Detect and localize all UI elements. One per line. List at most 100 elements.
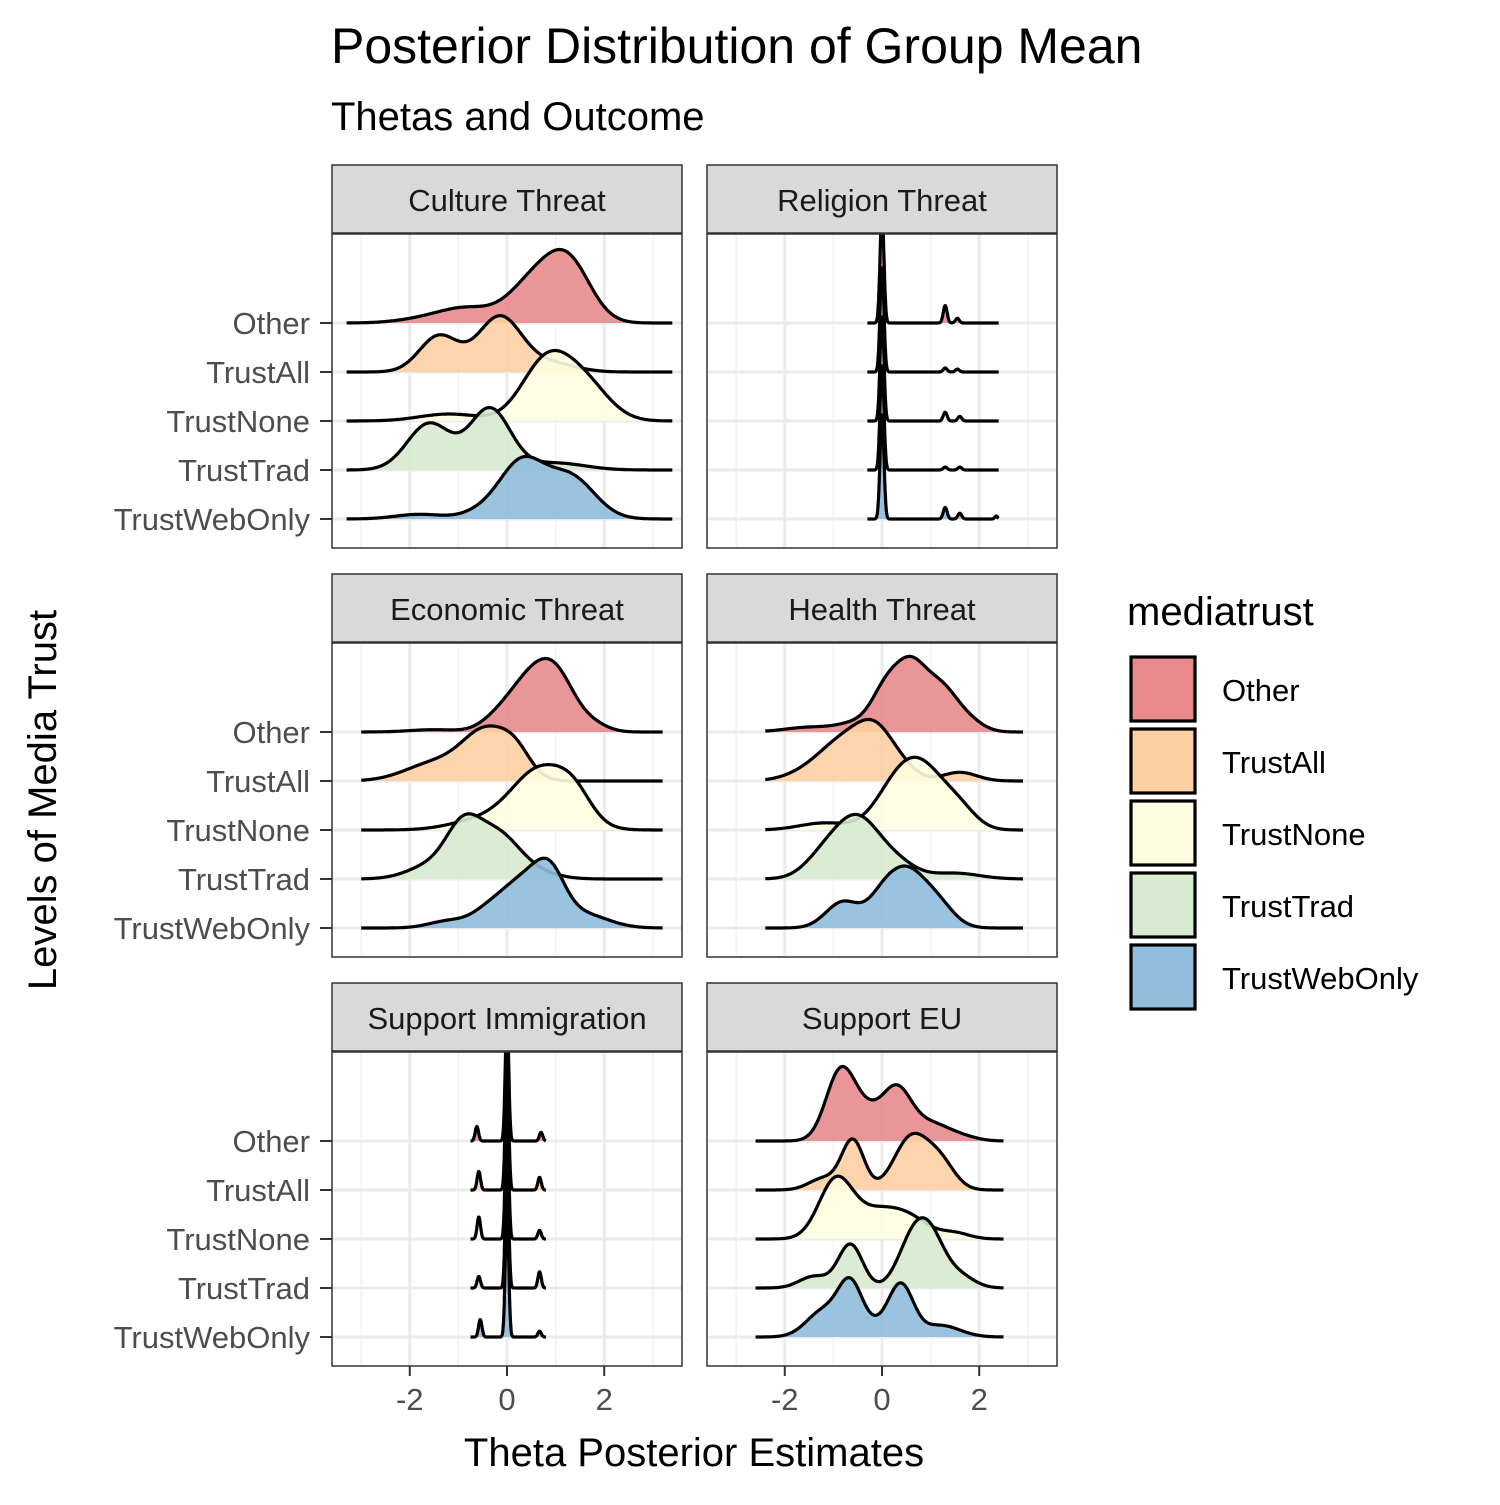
ridge-fill-trustwebonly [755,1277,1004,1337]
ridge-line-other [360,656,664,734]
ridge-line-trustnone [764,755,1024,832]
legend-label: TrustAll [1222,745,1326,780]
y-tick-label: TrustNone [166,404,310,439]
panel-support-immigration: Support Immigration Other TrustAll TrustNon… [114,982,683,1417]
y-tick-label: TrustAll [206,764,310,799]
ridge-line-trustall [345,314,674,374]
facet-strip [706,573,1058,643]
legend-item-trusttrad: TrustTrad [1129,871,1354,939]
legend-key [1129,871,1197,939]
ridges [469,1052,548,1339]
ridge-line-trusttrad [764,812,1024,881]
ridge-fill-trustnone [346,350,673,421]
ridge-line-trusttrad [754,1216,1005,1290]
ridges [866,234,1000,521]
panel-economic-threat: Economic Threat Other TrustAll TrustNone Tru… [114,573,683,958]
ridge-line-trustnone [866,315,1000,423]
ridge-fill-trustwebonly [361,858,663,928]
legend-key [1129,727,1197,795]
facet-panels: Culture Threat Other TrustAll TrustNone Trus… [114,164,1058,1417]
chart-subtitle: Thetas and Outcome [331,95,705,139]
legend-item-trustnone: TrustNone [1129,799,1366,867]
ridges [754,1064,1005,1339]
ridge-line-trustwebonly [754,1276,1005,1339]
panel-border [331,233,683,549]
ridge-line-other [866,234,1000,325]
y-tick-label: Other [232,715,310,750]
ridge-line-trusttrad [469,1159,548,1290]
legend-key [1129,943,1197,1011]
legend-label: TrustNone [1222,817,1366,852]
ridge-fill-trustwebonly [765,866,1023,928]
panel-culture-threat: Culture Threat Other TrustAll TrustNone Trus… [114,164,683,549]
legend-key [1129,655,1197,723]
y-tick-label: TrustAll [206,355,310,390]
ridge-line-other [754,1064,1005,1143]
panel-support-eu: Support EU -2 0 2 [706,982,1058,1417]
facet-strip-label: Support Immigration [367,1001,646,1036]
ridge-line-trustwebonly [764,864,1024,930]
chart-title: Posterior Distribution of Group Mean [331,18,1142,74]
legend-item-other: Other [1129,655,1300,723]
ridge-line-trustwebonly [866,413,1000,521]
ridge-fill-trustall [346,315,673,372]
facet-strip-label: Economic Threat [390,592,624,627]
ridge-line-other [764,654,1024,734]
legend-item-trustwebonly: TrustWebOnly [1129,943,1419,1011]
panel-border [331,642,683,958]
facet-strip [706,982,1058,1052]
ridge-fill-trustnone [361,764,663,830]
legend-item-trustall: TrustAll [1129,727,1326,795]
facet-strip-label: Support EU [802,1001,962,1036]
ridge-line-trusttrad [360,812,664,881]
x-tick-label: -2 [771,1382,799,1417]
ridge-fill-other [346,249,673,323]
legend-label: TrustTrad [1222,889,1354,924]
ridge-line-trustall [469,1061,548,1192]
ridge-line-trustwebonly [360,856,664,930]
panel-health-threat: Health Threat [706,573,1058,958]
x-axis-title: Theta Posterior Estimates [464,1431,924,1475]
legend-title: mediatrust [1127,590,1314,634]
legend-label: TrustWebOnly [1222,961,1419,996]
x-tick-label: 2 [971,1382,988,1417]
y-tick-label: TrustAll [206,1173,310,1208]
y-tick-label: TrustWebOnly [114,1320,311,1355]
ridge-line-trusttrad [866,364,1000,472]
ridge-fill-trustwebonly [867,414,999,519]
x-tick-label: 0 [873,1382,890,1417]
facet-strip [331,982,683,1052]
x-tick-label: 0 [498,1382,515,1417]
ridge-fill-trustall [755,1133,1004,1190]
ridge-fill-trustall [765,719,1023,781]
legend-key [1129,799,1197,867]
facet-strip [331,573,683,643]
y-tick-label: TrustNone [166,813,310,848]
y-tick-label: TrustTrad [178,453,310,488]
y-tick-label: TrustWebOnly [114,911,311,946]
y-tick-label: TrustWebOnly [114,502,311,537]
ridge-fill-trusttrad [755,1217,1004,1288]
ridge-fill-trusttrad [765,814,1023,879]
ridge-line-trusttrad [345,405,674,472]
x-tick-label: -2 [396,1382,424,1417]
legend: Other TrustAll TrustNone TrustTrad TrustWebO… [1129,655,1419,1011]
ridge-fill-other [765,656,1023,732]
y-tick-label: TrustTrad [178,862,310,897]
x-tick-label: 2 [596,1382,613,1417]
y-tick-label: Other [232,1124,310,1159]
ridge-line-other [469,1052,548,1143]
facet-strip [706,164,1058,234]
ridge-line-trustall [764,717,1024,783]
ridges [360,656,664,930]
ridge-line-trustnone [360,763,664,832]
ridge-line-trustall [360,724,664,783]
facet-strip-label: Health Threat [788,592,976,627]
ridge-fill-trustnone [765,757,1023,830]
ridge-line-trustnone [754,1174,1005,1241]
ridge-fill-trustwebonly [346,456,673,519]
ridge-fill-trustall [361,725,663,781]
ridge-line-trustnone [469,1110,548,1241]
